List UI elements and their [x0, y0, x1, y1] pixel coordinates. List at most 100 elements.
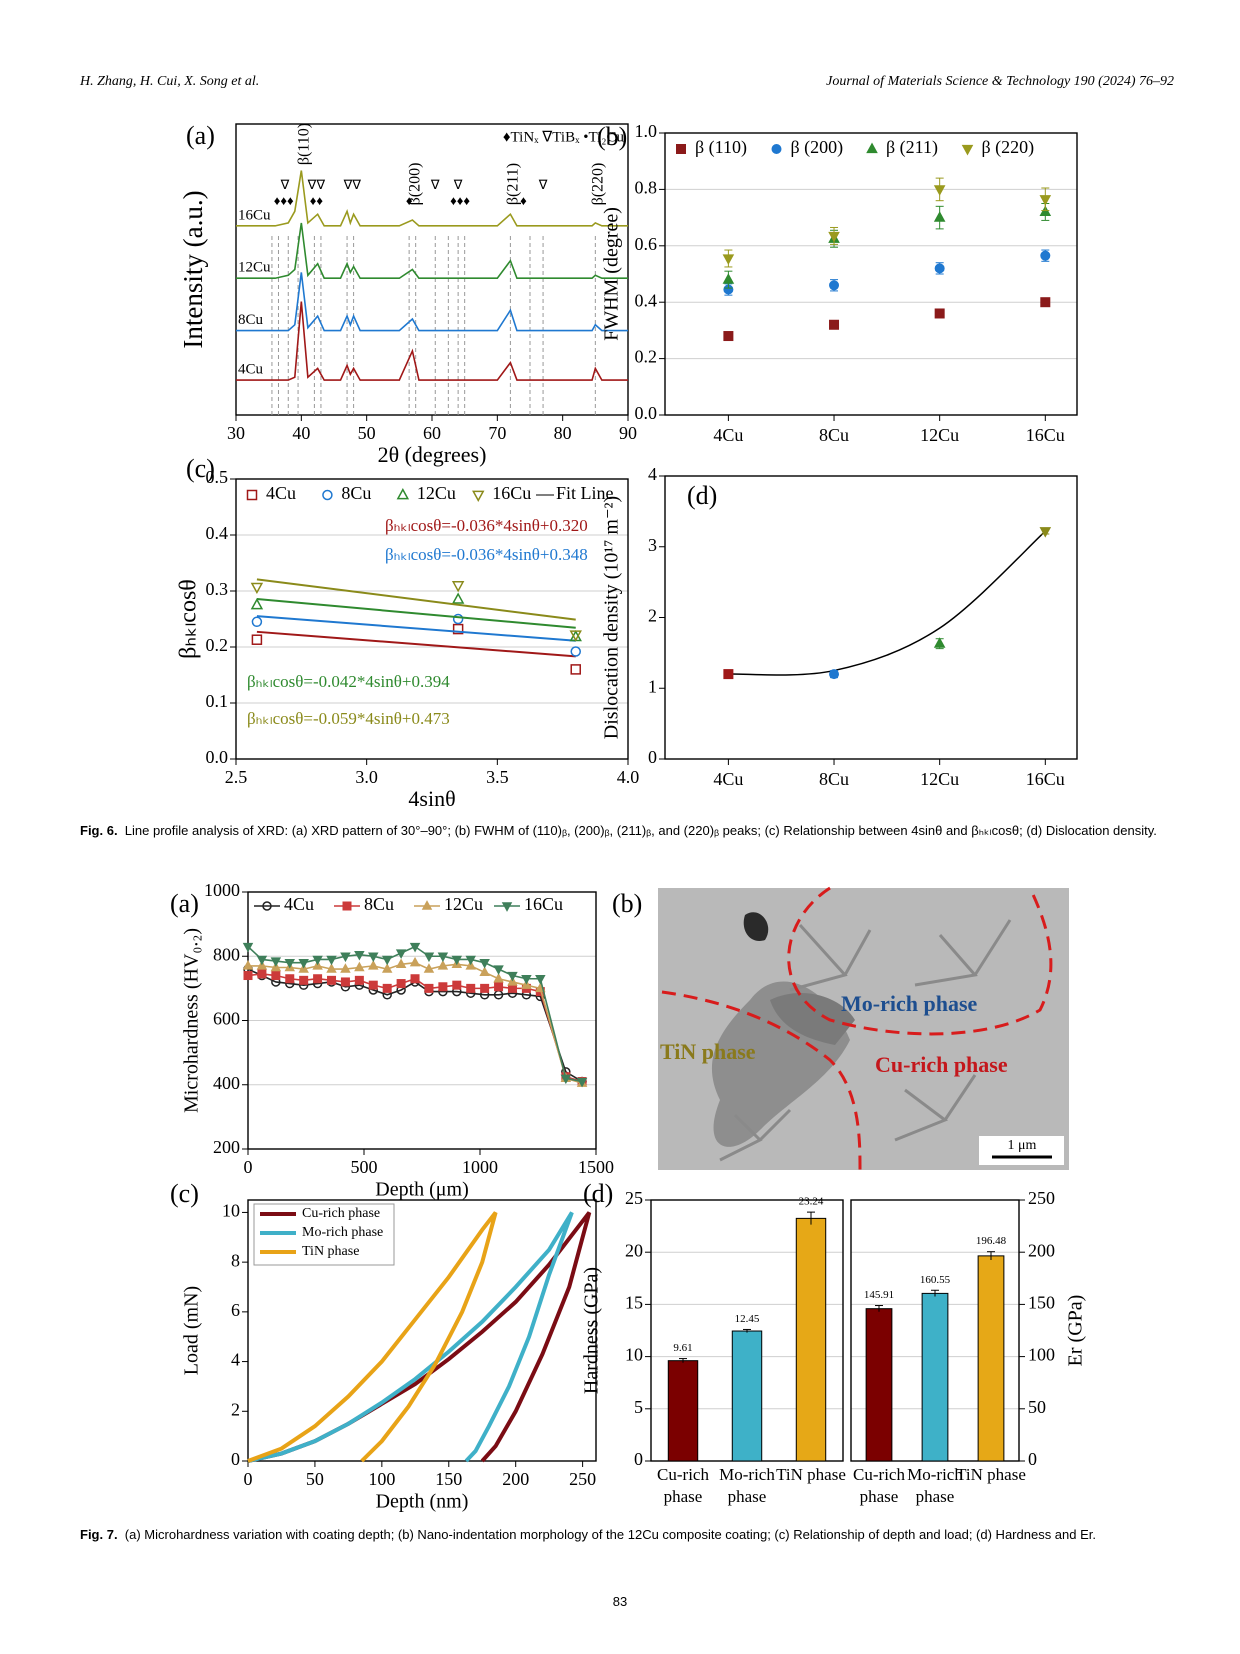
y-tick-label: 2 — [648, 606, 657, 626]
x-tick-label: 12Cu — [920, 769, 959, 789]
marker — [396, 979, 406, 989]
series-line — [247, 968, 583, 1083]
y-axis-label: Intensity (a.u.) — [178, 190, 208, 348]
panel-label: (b) — [612, 889, 642, 918]
marker — [381, 955, 393, 966]
legend-label: 12Cu — [444, 894, 483, 914]
x-tick-label: 50 — [358, 423, 376, 443]
y-tick-label: 150 — [1028, 1293, 1055, 1313]
value-label: 160.55 — [920, 1274, 951, 1286]
indent — [719, 1108, 792, 1162]
marker — [354, 975, 364, 985]
x-tick-label: 0 — [244, 1469, 253, 1489]
marker — [1039, 195, 1052, 206]
peak-symbol: ♦ — [520, 193, 527, 208]
marker — [493, 972, 504, 983]
legend-label: 12Cu — [417, 483, 456, 503]
marker — [242, 960, 254, 970]
y-axis-label: Microhardness (HV₀.₂) — [181, 928, 203, 1113]
legend-label: Cu-rich phase — [302, 1206, 380, 1221]
marker — [368, 960, 379, 970]
pore — [743, 912, 769, 941]
marker — [342, 901, 352, 911]
marker — [395, 949, 407, 959]
x-tick-label: 50 — [306, 1469, 324, 1489]
marker — [829, 669, 840, 680]
marker — [354, 950, 365, 961]
series-line — [236, 301, 628, 381]
marker — [560, 1074, 572, 1085]
marker — [299, 975, 309, 985]
x-tick-label: 4.0 — [617, 767, 640, 787]
legend-label: β (200) — [791, 137, 844, 158]
marker — [312, 955, 323, 966]
caption-text: (a) Microhardness variation with coating… — [124, 1527, 1097, 1542]
marker — [368, 952, 379, 963]
marker — [452, 623, 464, 635]
y-tick-label: 600 — [213, 1009, 240, 1029]
caption-text: Line profile analysis of XRD: (a) XRD pa… — [124, 823, 1157, 838]
y-tick-label: 0.0 — [635, 403, 658, 423]
y-tick-label: 8 — [231, 1250, 240, 1270]
x-tick-label: 3.0 — [355, 767, 378, 787]
marker — [676, 144, 686, 154]
scale-label: 1 μm — [1008, 1138, 1037, 1153]
marker — [298, 958, 309, 969]
y-axis-label: βₕₖₗcosθ — [176, 579, 202, 659]
marker — [340, 963, 351, 973]
x-tick-label: 4Cu — [713, 769, 743, 789]
panel-label: (b) — [597, 122, 627, 151]
marker — [507, 971, 518, 982]
marker — [251, 634, 263, 645]
marker — [284, 958, 296, 969]
peak-symbol: ∇ — [430, 177, 440, 192]
marker — [933, 185, 946, 196]
x-tick-label: 30 — [227, 423, 245, 443]
x-tick-label: 90 — [619, 423, 637, 443]
marker — [326, 955, 337, 966]
marker — [340, 952, 351, 963]
y-axis-label: Er (GPa) — [1065, 1295, 1087, 1367]
value-label: 12.45 — [735, 1313, 760, 1325]
bar — [795, 1217, 827, 1462]
x-tick-label: 16Cu — [1026, 425, 1065, 445]
x-tick-label: 1000 — [462, 1157, 498, 1177]
plot-frame — [664, 475, 1078, 760]
legend-label: 16Cu — [524, 894, 563, 914]
marker — [382, 983, 392, 993]
peak-symbol: ♦ — [406, 193, 413, 208]
marker — [242, 942, 254, 953]
x-tick-label: 1500 — [578, 1157, 614, 1177]
y-axis-label: Dislocation density (10¹⁷ m⁻²) — [601, 496, 623, 739]
marker — [424, 983, 434, 993]
y-tick-label: 0 — [231, 1449, 240, 1469]
x-tick-label: 0 — [244, 1157, 253, 1177]
y-axis-label: FWHM (degree) — [601, 207, 623, 341]
legend-label: 4Cu — [284, 894, 314, 914]
marker — [368, 980, 378, 990]
y-tick-label: 1000 — [204, 880, 240, 900]
plot-frame — [235, 123, 629, 416]
header-authors: H. Zhang, H. Cui, X. Song et al. — [80, 74, 260, 89]
phase-label: TiN phase — [660, 1039, 756, 1064]
plot-frame — [247, 1199, 597, 1462]
marker — [479, 958, 490, 969]
marker — [866, 142, 878, 154]
marker — [250, 582, 264, 595]
x-tick-label: 8Cu — [819, 425, 849, 445]
series-label: 12Cu — [238, 260, 271, 276]
indent — [914, 919, 1012, 987]
phase-label: Cu-rich phase — [875, 1052, 1008, 1077]
y-tick-label: 0.3 — [206, 579, 229, 599]
peak-symbol: ♦♦ — [310, 193, 324, 208]
y-tick-label: 0.0 — [206, 747, 229, 767]
marker — [493, 965, 504, 975]
peak-symbol: ∇ — [280, 177, 290, 192]
panel-label: (a) — [186, 121, 215, 150]
y-tick-label: 50 — [1028, 1397, 1046, 1417]
caption: Fig. 7. (a) Microhardness variation with… — [80, 1526, 1175, 1544]
fit-equation: βₕₖₗcosθ=-0.059*4sinθ+0.473 — [247, 709, 450, 728]
series-line — [247, 973, 583, 1083]
caption-label: Fig. 7. — [80, 1527, 118, 1542]
marker — [423, 963, 435, 973]
